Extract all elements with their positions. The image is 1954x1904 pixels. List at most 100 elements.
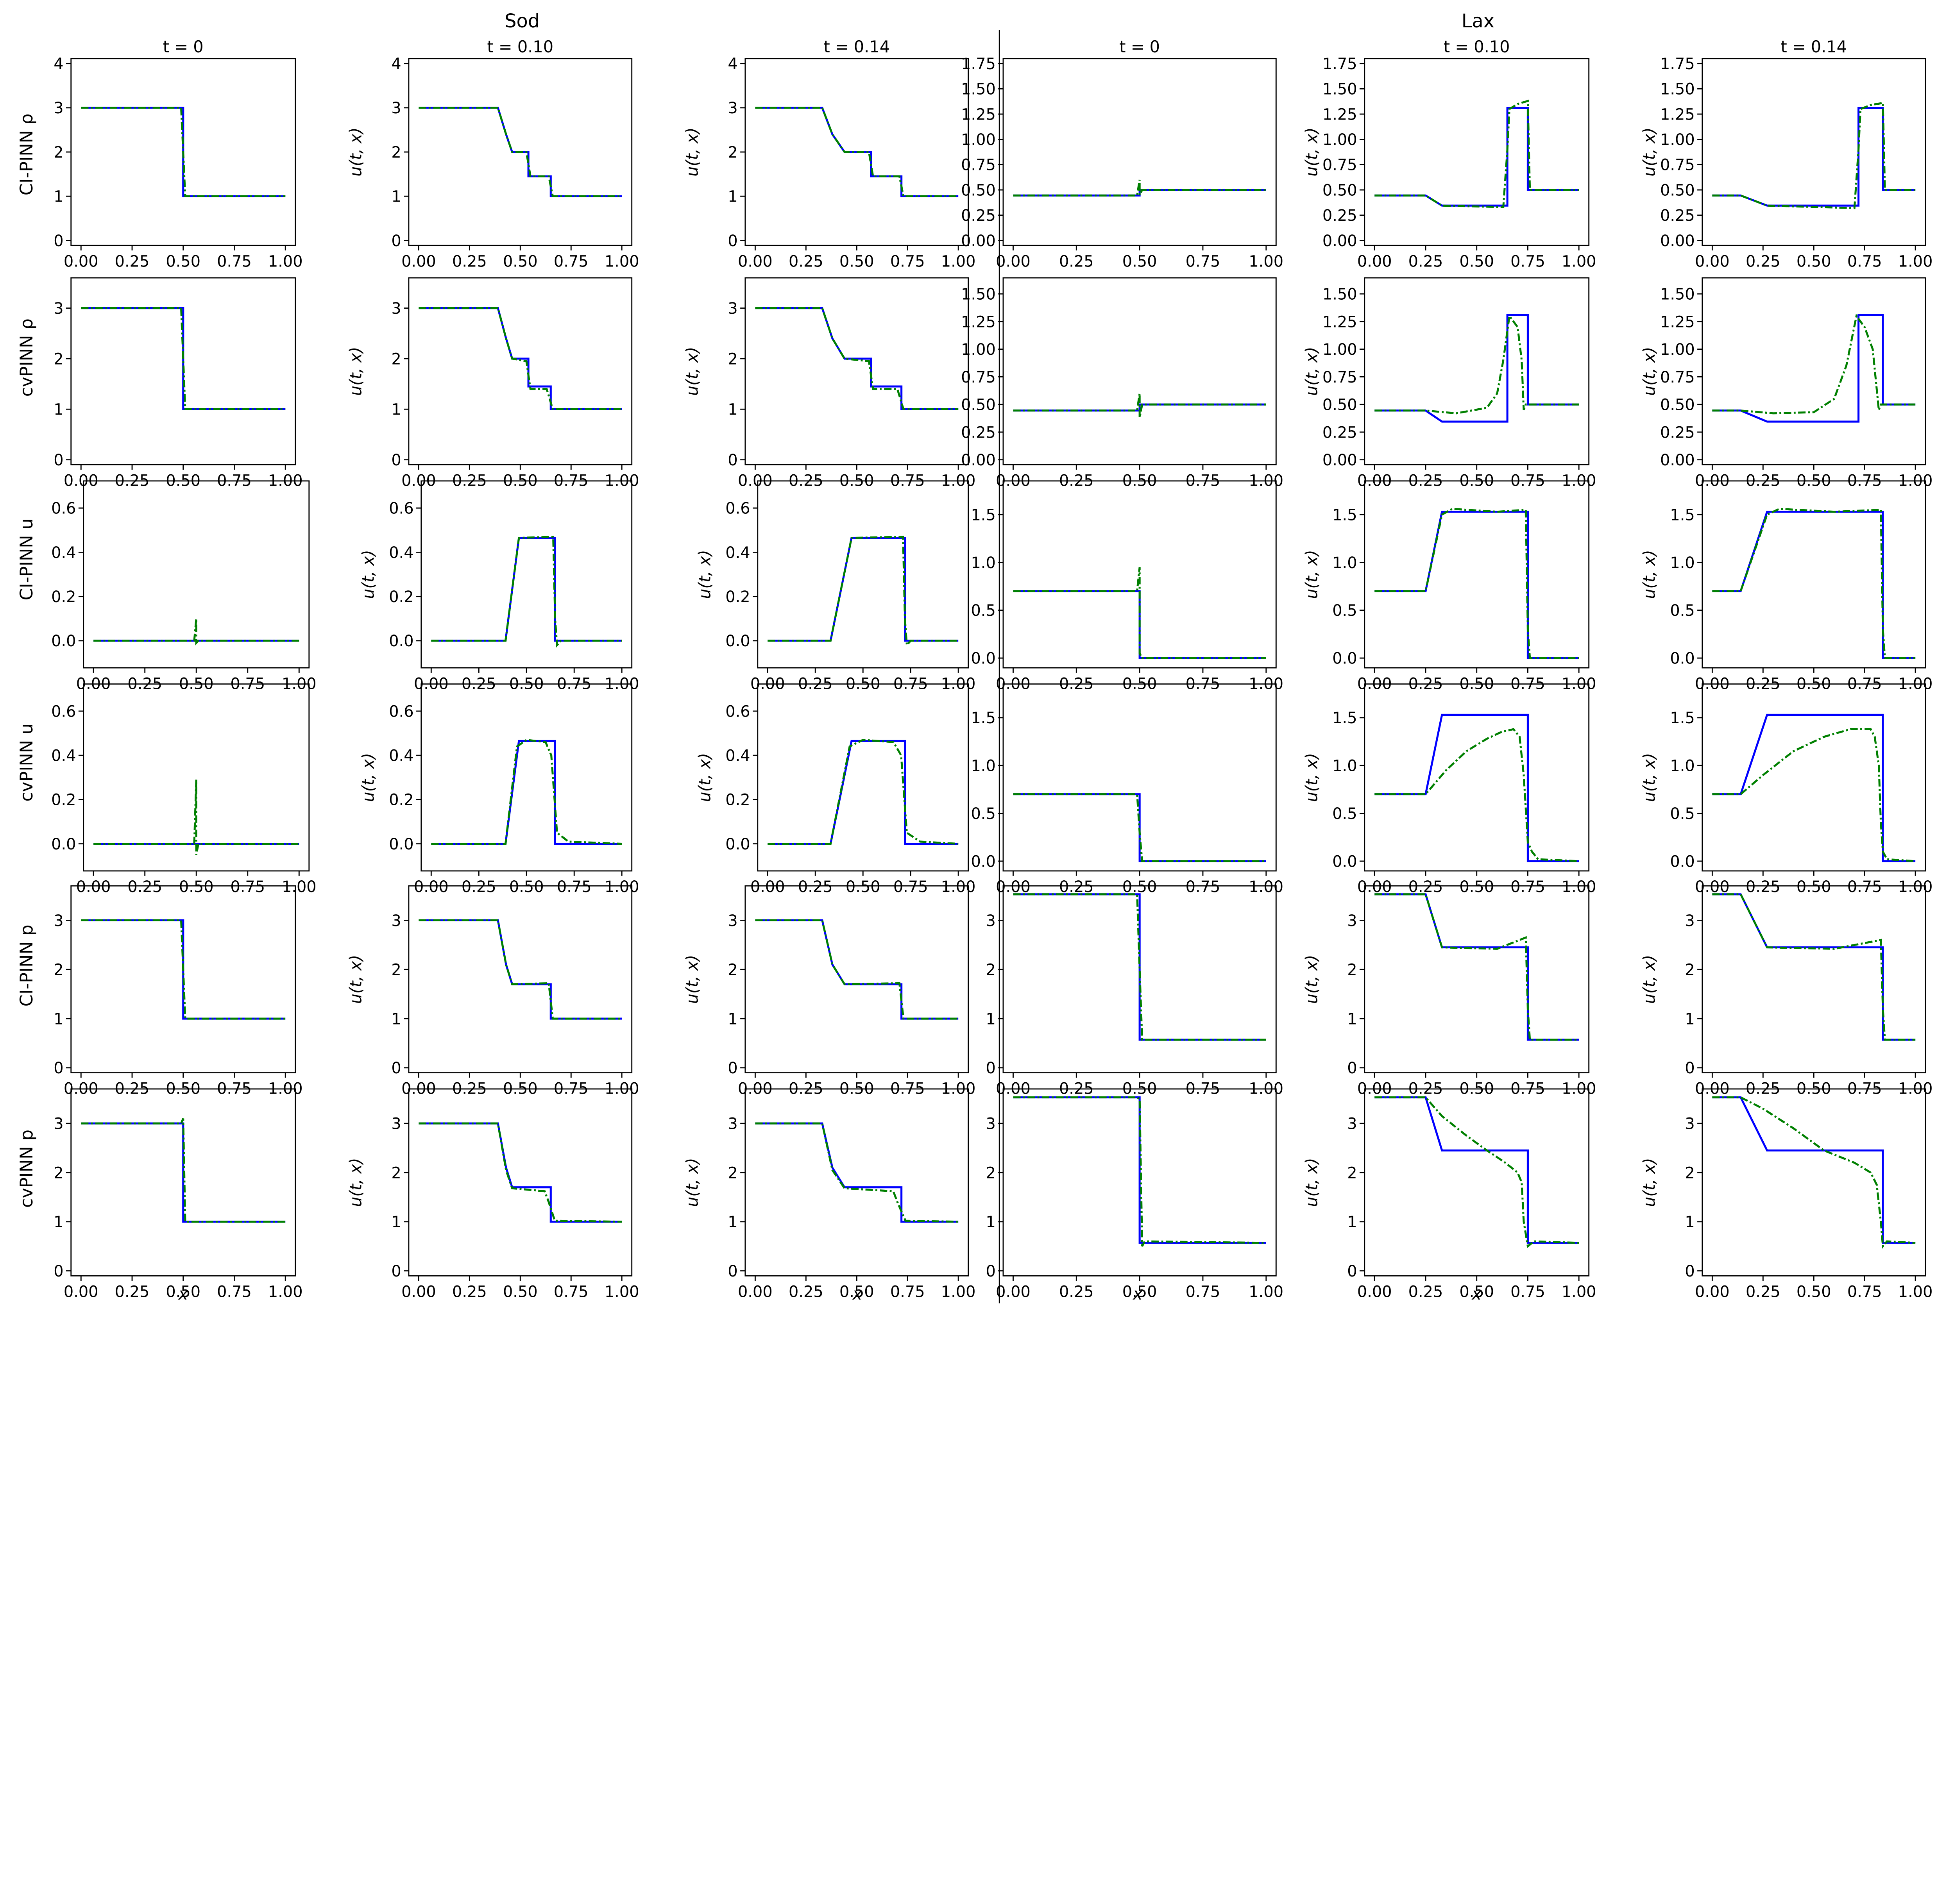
y-tick-label: 1.5 — [1670, 506, 1695, 524]
y-tick-label: 0.4 — [389, 747, 413, 765]
series-group — [419, 107, 622, 197]
series-group — [1013, 793, 1266, 862]
axes-frame — [408, 885, 633, 1073]
series-group — [1712, 102, 1916, 209]
reference-line — [1374, 713, 1579, 862]
series-group — [755, 307, 959, 410]
y-axis-label: u(t, x) — [347, 955, 365, 1004]
panel-lax-p-cv-t010: 0.00 0.25 0.50 0.75 1.00 0 1 2 3 u(t, x) — [1303, 1088, 1596, 1301]
series-group — [93, 779, 299, 855]
reference-line — [1374, 893, 1579, 1041]
y-tick-label: 1.0 — [1670, 554, 1695, 572]
x-tick-label: 0.00 — [414, 878, 449, 896]
x-tick-label: 0.25 — [789, 1283, 823, 1301]
series-group — [1013, 393, 1266, 418]
series-group — [419, 1122, 622, 1223]
y-tick-label: 0.75 — [1322, 156, 1357, 174]
y-tick-label: 0 — [1685, 1262, 1695, 1280]
series-group — [419, 307, 622, 410]
row-label-6: cvPINN p — [16, 1130, 37, 1208]
series-group — [81, 307, 286, 410]
y-tick-label: 3 — [728, 300, 737, 318]
y-tick-label: 4 — [391, 55, 401, 73]
y-tick-label: 1.75 — [961, 55, 996, 73]
y-tick-label: 2 — [728, 350, 737, 368]
y-tick-label: 0.50 — [1322, 396, 1357, 414]
axes-frame — [1364, 885, 1590, 1073]
y-tick-label: 3 — [728, 1115, 737, 1133]
y-tick-label: 0.00 — [1322, 451, 1357, 469]
x-tick-label: 0.50 — [839, 252, 874, 270]
prediction-line — [93, 618, 299, 645]
prediction-line — [1374, 508, 1579, 659]
prediction-line — [768, 536, 959, 648]
y-tick-label: 0 — [54, 1262, 63, 1280]
y-axis-label: u(t, x) — [359, 753, 378, 802]
y-tick-label: 1 — [986, 1010, 995, 1028]
y-tick-label: 0.25 — [1322, 207, 1357, 225]
y-tick-label: 0 — [54, 451, 63, 469]
series-group — [1374, 713, 1579, 862]
y-tick-label: 0.4 — [725, 544, 750, 562]
y-tick-label: 1 — [54, 1213, 63, 1231]
panel-sod-u-ci-t0: 0.00 0.25 0.50 0.75 1.000.00.20.40.6 — [51, 480, 317, 693]
y-axis-label: u(t, x) — [1640, 550, 1659, 599]
y-tick-label: 3 — [391, 912, 401, 930]
y-tick-label: 0.75 — [1322, 368, 1357, 386]
y-tick-label: 1.25 — [1660, 105, 1695, 123]
y-axis-label: u(t, x) — [1640, 347, 1659, 396]
y-tick-label: 1 — [728, 188, 737, 206]
prediction-line — [419, 307, 622, 410]
y-tick-label: 1 — [391, 1213, 401, 1231]
panel-lax-rho-ci-t014: 0.00 0.25 0.50 0.75 1.00 0.00 0.25 0.50 0.75 1.00… — [1640, 38, 1933, 270]
y-tick-label: 1.75 — [1660, 55, 1695, 73]
prediction-line — [1712, 893, 1916, 1041]
panel-title: t = 0.10 — [1444, 38, 1510, 56]
reference-line — [1712, 1096, 1916, 1244]
y-tick-label: 0.4 — [51, 544, 76, 562]
prediction-line — [81, 919, 286, 1020]
reference-line — [419, 919, 622, 1020]
panel-sod-p-cv-t010: 0.00 0.25 0.50 0.75 1.00 0 1 2 3 u(t, x) — [347, 1088, 639, 1301]
y-tick-label: 1.0 — [1332, 554, 1357, 572]
x-tick-label: 1.00 — [282, 878, 317, 896]
y-tick-label: 0.00 — [1660, 232, 1695, 250]
y-tick-label: 0.4 — [51, 747, 76, 765]
x-tick-label: 0.25 — [1408, 1283, 1443, 1301]
y-tick-label: 1 — [391, 1010, 401, 1028]
panel-sod-p-cv-t0: 0.00 0.25 0.50 0.75 1.00 0 1 2 3 — [54, 1088, 303, 1301]
x-tick-label: 0.25 — [1746, 878, 1780, 896]
x-tick-label: 0.00 — [64, 252, 98, 270]
panel-lax-u-cv-t0: 0.00 0.25 0.50 0.75 1.00 0.0 0.5 1.0 1.5 — [971, 683, 1283, 896]
figure-canvas: Sod Lax CI-PINN ρ cvPINN ρ CI-PINN u cvP… — [16, 11, 1933, 1303]
axes-frame — [1702, 277, 1926, 465]
x-tick-label: 1.00 — [1898, 252, 1933, 270]
x-tick-label: 1.00 — [1249, 878, 1283, 896]
series-group — [1374, 1096, 1579, 1248]
y-tick-label: 1.50 — [961, 80, 996, 98]
y-tick-label: 4 — [54, 55, 63, 73]
y-tick-label: 3 — [1347, 1115, 1357, 1133]
y-tick-label: 0.50 — [1322, 181, 1357, 199]
x-tick-label: 0.50 — [503, 1283, 538, 1301]
y-tick-label: 0.2 — [51, 791, 76, 809]
y-tick-label: 1.0 — [1332, 757, 1357, 775]
x-tick-label: 1.00 — [1898, 1283, 1933, 1301]
panel-sod-rho-ci-t014: 0.00 0.25 0.50 0.75 1.00 0 1 2 3 4 t = 0.14 u(t, x) — [683, 38, 976, 270]
x-tick-label: 1.00 — [268, 252, 303, 270]
x-tick-label: 0.25 — [115, 252, 150, 270]
y-tick-label: 0.0 — [389, 835, 413, 853]
y-tick-label: 1.50 — [1322, 80, 1357, 98]
x-tick-label: 0.25 — [798, 878, 833, 896]
series-group — [1013, 567, 1266, 659]
x-tick-label: 0.00 — [401, 1283, 436, 1301]
prediction-line — [1374, 99, 1579, 208]
axes-frame — [408, 1088, 633, 1276]
y-tick-label: 1 — [391, 188, 401, 206]
x-tick-label: 0.00 — [76, 878, 111, 896]
y-tick-label: 0.25 — [961, 207, 996, 225]
panel-lax-u-cv-t010: 0.00 0.25 0.50 0.75 1.00 0.0 0.5 1.0 1.5 u(t, x) — [1303, 683, 1596, 896]
y-tick-label: 1.25 — [1660, 313, 1695, 331]
y-tick-label: 3 — [391, 99, 401, 117]
